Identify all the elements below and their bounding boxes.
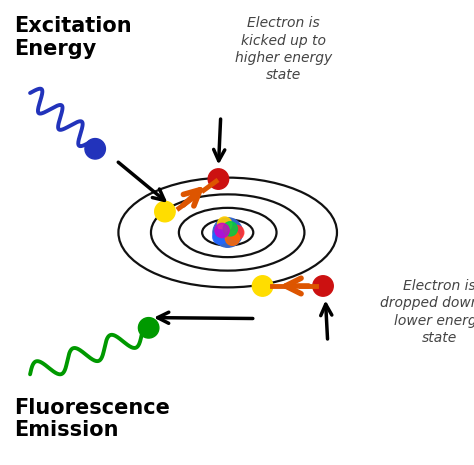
Circle shape [85,139,105,159]
Circle shape [138,318,159,338]
Circle shape [225,231,240,246]
Text: Fluorescence
Emission: Fluorescence Emission [14,398,170,440]
Circle shape [313,276,333,296]
Text: Excitation
Energy: Excitation Energy [14,16,131,59]
Text: Electron is
kicked up to
higher energy
state: Electron is kicked up to higher energy s… [235,16,332,82]
Circle shape [208,169,228,189]
Circle shape [223,222,237,236]
Circle shape [218,217,232,231]
Circle shape [213,230,227,244]
Circle shape [215,223,229,238]
Circle shape [155,201,175,222]
Circle shape [229,226,244,239]
Circle shape [213,218,243,247]
Circle shape [252,276,273,296]
Text: Electron is
dropped down to
lower energy
state: Electron is dropped down to lower energy… [380,279,474,345]
